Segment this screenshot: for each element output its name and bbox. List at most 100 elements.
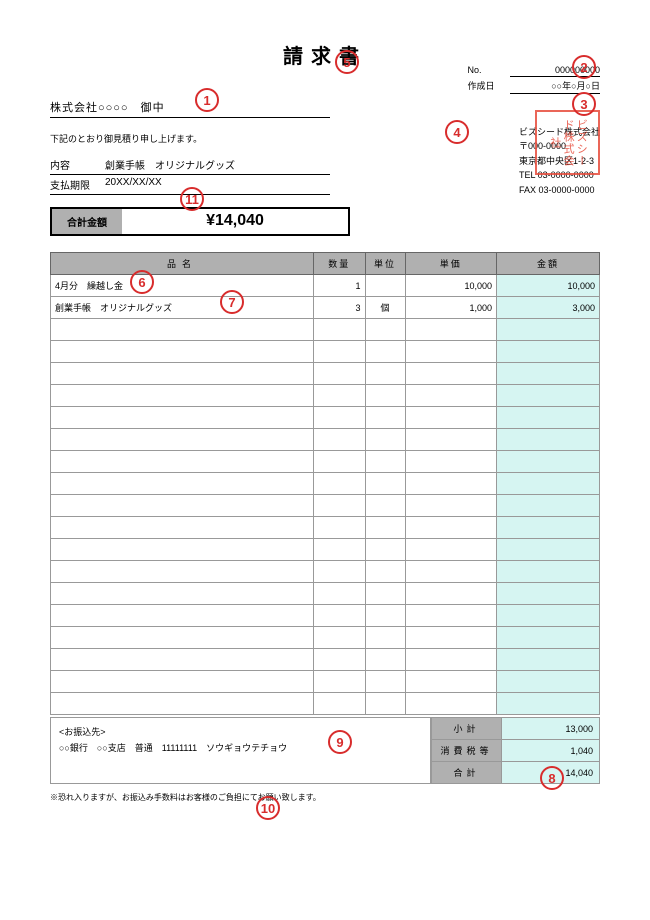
cell-unit [365, 693, 405, 715]
table-row [51, 693, 600, 715]
cell-name [51, 385, 314, 407]
table-row [51, 407, 600, 429]
cell-unit [365, 341, 405, 363]
cell-unit [365, 583, 405, 605]
cell-amount [497, 605, 600, 627]
cell-price [405, 649, 496, 671]
table-row [51, 385, 600, 407]
cell-price: 10,000 [405, 275, 496, 297]
cell-name [51, 341, 314, 363]
bank-info: <お振込先> ○○銀行 ○○支店 普通 11111111 ソウギョウテチョウ [50, 717, 431, 784]
cell-qty [314, 363, 365, 385]
callout-2: 2 [572, 55, 596, 79]
cell-name [51, 451, 314, 473]
cell-amount [497, 583, 600, 605]
cell-qty [314, 473, 365, 495]
bank-detail: ○○銀行 ○○支店 普通 11111111 ソウギョウテチョウ [59, 740, 422, 756]
due-value: 20XX/XX/XX [105, 177, 162, 192]
cell-amount [497, 693, 600, 715]
cell-qty [314, 429, 365, 451]
cell-name: 4月分 繰越し金 [51, 275, 314, 297]
cell-amount [497, 561, 600, 583]
tax-label: 消費税等 [432, 740, 502, 762]
table-row [51, 341, 600, 363]
cell-unit [365, 385, 405, 407]
cell-unit [365, 649, 405, 671]
cell-price [405, 341, 496, 363]
cell-unit [365, 539, 405, 561]
table-row [51, 517, 600, 539]
cell-qty [314, 319, 365, 341]
cell-amount [497, 627, 600, 649]
cell-qty [314, 605, 365, 627]
cell-amount [497, 319, 600, 341]
callout-10: 10 [256, 796, 280, 820]
cell-unit [365, 407, 405, 429]
cell-name [51, 605, 314, 627]
cell-unit [365, 473, 405, 495]
cell-price: 1,000 [405, 297, 496, 319]
cell-amount: 10,000 [497, 275, 600, 297]
cell-price [405, 627, 496, 649]
cell-unit [365, 429, 405, 451]
cell-name [51, 363, 314, 385]
cell-qty [314, 561, 365, 583]
cell-price [405, 517, 496, 539]
cell-unit: 個 [365, 297, 405, 319]
cell-price [405, 407, 496, 429]
date-label: 作成日 [467, 79, 507, 92]
summary-row: <お振込先> ○○銀行 ○○支店 普通 11111111 ソウギョウテチョウ 小… [50, 717, 600, 784]
cell-unit [365, 627, 405, 649]
cell-amount [497, 451, 600, 473]
table-row [51, 649, 600, 671]
content-value: 創業手帳 オリジナルグッズ [105, 157, 235, 172]
table-row [51, 561, 600, 583]
cell-name [51, 693, 314, 715]
cell-amount [497, 429, 600, 451]
cell-amount [497, 495, 600, 517]
cell-amount [497, 517, 600, 539]
tax-value: 1,040 [502, 740, 600, 762]
subtotal-value: 13,000 [502, 718, 600, 740]
cell-price [405, 319, 496, 341]
table-row [51, 605, 600, 627]
grand-total-value: ¥14,040 [122, 209, 348, 234]
cell-name [51, 627, 314, 649]
cell-unit [365, 319, 405, 341]
cell-qty [314, 495, 365, 517]
cell-qty: 1 [314, 275, 365, 297]
callout-11: 11 [180, 187, 204, 211]
table-row [51, 583, 600, 605]
items-table: 品名 数量 単位 単価 金額 4月分 繰越し金110,00010,000創業手帳… [50, 252, 600, 715]
cell-amount [497, 363, 600, 385]
cell-amount [497, 671, 600, 693]
cell-name [51, 539, 314, 561]
callout-5: 5 [335, 50, 359, 74]
client-name: 株式会社○○○○ 御中 [50, 99, 330, 118]
cell-price [405, 495, 496, 517]
callout-9: 9 [328, 730, 352, 754]
cell-unit [365, 517, 405, 539]
cell-price [405, 473, 496, 495]
cell-name [51, 561, 314, 583]
cell-amount [497, 385, 600, 407]
cell-name: 創業手帳 オリジナルグッズ [51, 297, 314, 319]
cell-price [405, 583, 496, 605]
callout-3: 3 [572, 92, 596, 116]
cell-qty: 3 [314, 297, 365, 319]
table-row [51, 671, 600, 693]
cell-name [51, 407, 314, 429]
cell-unit [365, 495, 405, 517]
col-name: 品名 [51, 253, 314, 275]
details-block: 内容 創業手帳 オリジナルグッズ 支払期限 20XX/XX/XX [50, 155, 600, 195]
cell-qty [314, 671, 365, 693]
callout-8: 8 [540, 766, 564, 790]
cell-amount [497, 539, 600, 561]
callout-4: 4 [445, 120, 469, 144]
cell-qty [314, 539, 365, 561]
cell-price [405, 451, 496, 473]
content-label: 内容 [50, 157, 105, 172]
cell-unit [365, 671, 405, 693]
company-stamp: ビズシード株式会社 [535, 110, 600, 175]
cell-amount [497, 649, 600, 671]
